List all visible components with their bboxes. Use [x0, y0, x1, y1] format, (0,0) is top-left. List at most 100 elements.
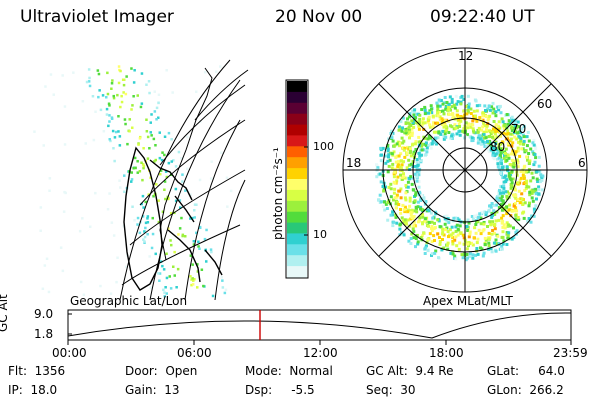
- emission-pixel: [447, 131, 451, 134]
- emission-pixel: [442, 137, 446, 141]
- emission-pixel: [497, 206, 501, 209]
- emission-pixel: [527, 217, 531, 220]
- emission-pixel: [131, 205, 134, 208]
- emission-pixel: [379, 180, 383, 184]
- emission-pixel: [500, 208, 504, 212]
- emission-pixel: [131, 104, 134, 107]
- emission-pixel: [487, 247, 491, 251]
- door-readout: Door: Open: [125, 364, 198, 378]
- emission-pixel: [141, 163, 145, 166]
- emission-pixel: [495, 147, 499, 151]
- emission-pixel: [430, 142, 434, 146]
- emission-pixel: [426, 120, 430, 124]
- emission-pixel: [474, 231, 478, 235]
- emission-pixel: [474, 253, 478, 257]
- emission-pixel: [113, 136, 117, 139]
- emission-pixel: [451, 242, 455, 246]
- emission-pixel: [512, 236, 516, 239]
- emission-pixel: [519, 139, 523, 143]
- emission-pixel: [537, 169, 541, 173]
- emission-pixel: [513, 119, 517, 123]
- emission-pixel: [409, 242, 413, 245]
- emission-pixel: [397, 203, 401, 206]
- emission-pixel: [81, 100, 85, 103]
- emission-pixel: [501, 166, 504, 170]
- emission-pixel: [393, 187, 397, 191]
- emission-pixel: [462, 236, 466, 240]
- emission-pixel: [461, 129, 464, 133]
- emission-pixel: [154, 158, 157, 162]
- emission-pixel: [483, 210, 487, 214]
- emission-pixel: [480, 210, 484, 214]
- emission-pixel: [479, 246, 482, 250]
- emission-pixel: [511, 119, 514, 123]
- emission-pixel: [118, 135, 122, 138]
- emission-pixel: [417, 140, 421, 144]
- emission-pixel: [88, 84, 92, 88]
- emission-pixel: [497, 218, 501, 222]
- emission-pixel: [484, 141, 487, 144]
- emission-pixel: [529, 147, 533, 151]
- emission-pixel: [534, 145, 538, 149]
- emission-pixel: [421, 212, 424, 216]
- emission-pixel: [174, 187, 178, 191]
- emission-pixel: [132, 95, 135, 98]
- emission-pixel: [416, 200, 420, 204]
- emission-pixel: [501, 235, 505, 239]
- emission-pixel: [460, 253, 464, 257]
- emission-pixel: [422, 197, 426, 201]
- emission-pixel: [534, 187, 538, 191]
- emission-pixel: [167, 227, 170, 230]
- emission-pixel: [81, 217, 84, 220]
- emission-pixel: [149, 176, 152, 180]
- emission-pixel: [410, 182, 414, 186]
- emission-pixel: [211, 294, 215, 298]
- emission-pixel: [413, 209, 417, 213]
- emission-pixel: [408, 112, 412, 116]
- emission-pixel: [457, 218, 461, 222]
- emission-pixel: [482, 124, 486, 128]
- emission-pixel: [467, 123, 470, 127]
- emission-pixel: [191, 283, 195, 286]
- colorbar-cell: [287, 179, 307, 191]
- emission-pixel: [531, 189, 535, 193]
- emission-pixel: [193, 209, 196, 212]
- emission-pixel: [401, 126, 404, 130]
- emission-pixel: [82, 293, 86, 296]
- emission-pixel: [106, 208, 110, 211]
- emission-pixel: [99, 284, 102, 288]
- y-tick-label-high: 9.0: [34, 307, 54, 321]
- emission-pixel: [505, 209, 509, 213]
- emission-pixel: [414, 191, 418, 195]
- emission-pixel: [150, 246, 154, 250]
- mlat-label-70: 70: [511, 122, 527, 136]
- emission-pixel: [489, 247, 493, 251]
- emission-pixel: [501, 230, 505, 234]
- emission-pixel: [459, 119, 463, 123]
- emission-pixel: [436, 114, 440, 117]
- emission-pixel: [461, 256, 465, 260]
- emission-pixel: [491, 229, 495, 232]
- emission-pixel: [488, 204, 491, 208]
- emission-pixel: [523, 201, 527, 205]
- emission-pixel: [476, 252, 480, 256]
- emission-pixel: [505, 165, 509, 169]
- emission-pixel: [128, 130, 131, 133]
- emission-pixel: [497, 124, 500, 128]
- emission-pixel: [126, 142, 129, 146]
- emission-pixel: [437, 110, 441, 114]
- emission-pixel: [147, 80, 151, 83]
- emission-pixel: [509, 183, 513, 186]
- colorbar-cell: [287, 168, 307, 180]
- emission-pixel: [510, 144, 514, 148]
- emission-pixel: [91, 95, 95, 98]
- emission-pixel: [492, 107, 496, 111]
- emission-pixel: [481, 118, 485, 122]
- emission-pixel: [514, 231, 518, 234]
- emission-pixel: [481, 125, 485, 129]
- emission-pixel: [509, 186, 513, 190]
- emission-pixel: [400, 216, 404, 220]
- emission-pixel: [494, 123, 498, 127]
- emission-pixel: [537, 164, 541, 168]
- emission-pixel: [192, 240, 196, 243]
